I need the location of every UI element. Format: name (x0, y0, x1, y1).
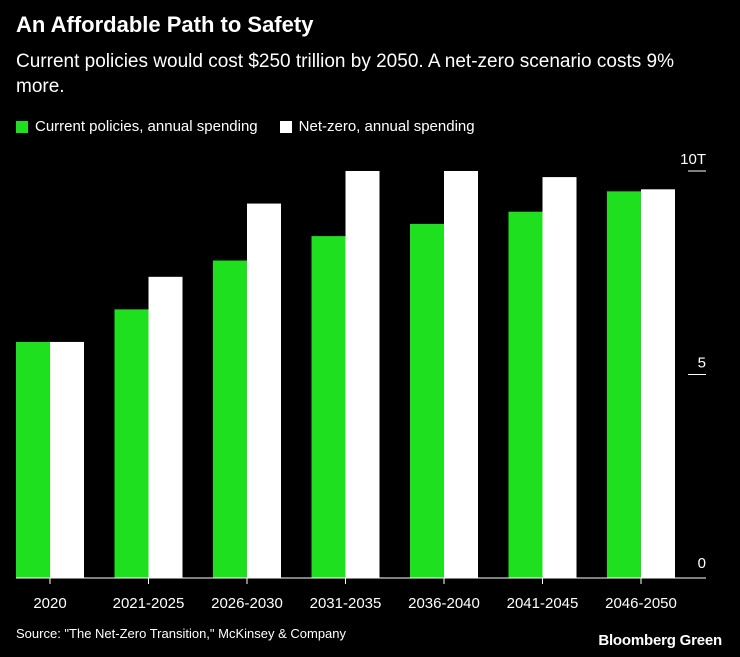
bar-current-2036-2040 (410, 223, 444, 578)
legend-item-current: Current policies, annual spending (16, 118, 258, 135)
bar-current-2041-2045 (508, 211, 543, 578)
x-tick-label-2020: 2020 (33, 595, 66, 612)
bar-netzero-2041-2045 (542, 177, 577, 579)
bar-netzero-2031-2035 (345, 171, 380, 578)
brand-logo: Bloomberg Green (598, 632, 722, 649)
y-tick-label-10T: 10T (680, 151, 706, 168)
chart-title: An Affordable Path to Safety (16, 12, 314, 37)
bar-netzero-2036-2040 (444, 171, 478, 578)
bar-netzero-2020 (50, 341, 84, 578)
y-tick-label-0: 0 (698, 555, 706, 572)
x-tick-label-2036-2040: 2036-2040 (408, 595, 480, 612)
bar-current-2046-2050 (607, 191, 641, 578)
bar-current-2021-2025 (114, 309, 149, 578)
x-tick-label-2021-2025: 2021-2025 (113, 595, 185, 612)
y-tick-label-5: 5 (698, 355, 706, 372)
x-tick-label-2031-2035: 2031-2035 (310, 595, 382, 612)
bar-current-2026-2030 (213, 260, 247, 578)
legend-label-current: Current policies, annual spending (35, 118, 258, 135)
x-tick-label-2046-2050: 2046-2050 (605, 595, 677, 612)
x-tick-label-2041-2045: 2041-2045 (507, 595, 579, 612)
legend-swatch-netzero (279, 120, 292, 133)
bar-netzero-2026-2030 (247, 203, 281, 578)
legend-item-netzero: Net-zero, annual spending (279, 118, 475, 135)
bar-netzero-2021-2025 (148, 276, 183, 578)
chart-subtitle: Current policies would cost $250 trillio… (16, 51, 674, 97)
legend-label-netzero: Net-zero, annual spending (298, 118, 475, 135)
bar-current-2020 (16, 341, 50, 578)
bar-netzero-2046-2050 (641, 189, 675, 578)
legend: Current policies, annual spending Net-ze… (16, 118, 497, 135)
legend-swatch-current (16, 120, 28, 133)
source-note: Source: "The Net-Zero Transition," McKin… (16, 626, 347, 641)
bar-current-2031-2035 (311, 236, 346, 578)
x-tick-label-2026-2030: 2026-2030 (211, 595, 283, 612)
